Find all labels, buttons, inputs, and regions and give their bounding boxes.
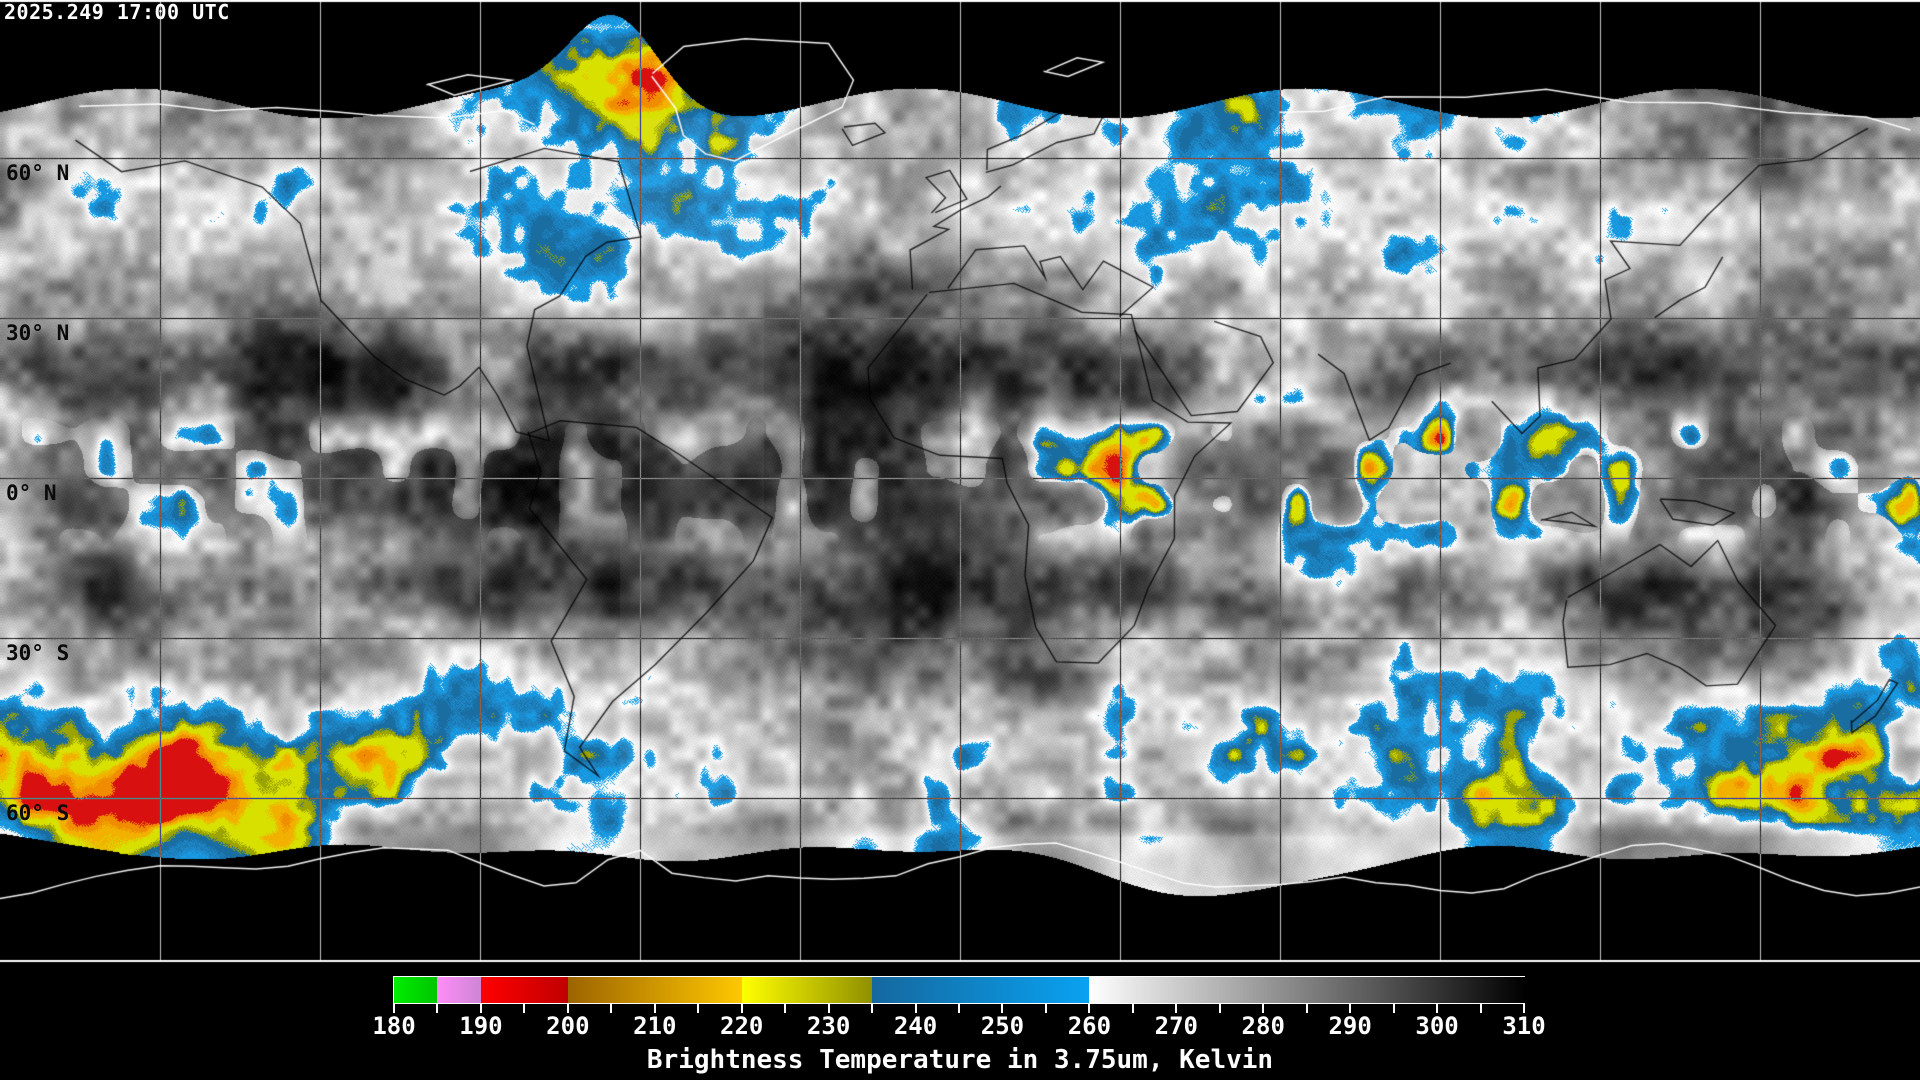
latitude-label-60n: 60° N xyxy=(6,161,70,185)
colorbar-tick-220 xyxy=(740,1004,743,1013)
colorbar-tick-label-310: 310 xyxy=(1502,1012,1546,1040)
colorbar-tick-255 xyxy=(1044,1004,1047,1013)
colorbar-segment-185-190 xyxy=(437,977,482,1003)
colorbar-tick-285 xyxy=(1305,1004,1308,1013)
colorbar-legend: 180 190 200 210 220 230 240 250 260 270 280 290 300 3… xyxy=(0,963,1920,1080)
colorbar-tick-270 xyxy=(1175,1004,1178,1013)
colorbar-segment-200-220 xyxy=(567,977,743,1003)
colorbar-tick-195 xyxy=(523,1004,526,1013)
colorbar-tick-label-230: 230 xyxy=(806,1012,851,1040)
colorbar-tick-180 xyxy=(393,1004,395,1013)
colorbar-tick-label-290: 290 xyxy=(1328,1012,1372,1040)
colorbar-segment-180-185 xyxy=(394,977,439,1003)
colorbar-tick-label-210: 210 xyxy=(633,1012,677,1040)
colorbar-tick-235 xyxy=(871,1004,874,1013)
latitude-label-0n: 0° N xyxy=(6,481,57,505)
colorbar-tick-300 xyxy=(1436,1004,1439,1013)
colorbar-tick-250 xyxy=(1001,1004,1004,1013)
colorbar-tick-305 xyxy=(1479,1004,1482,1013)
colorbar-tick-215 xyxy=(697,1004,700,1013)
colorbar-tick-label-220: 220 xyxy=(720,1012,764,1040)
colorbar-tick-label-250: 250 xyxy=(980,1012,1025,1040)
colorbar-tick-225 xyxy=(784,1004,787,1013)
colorbar-segment-260-310 xyxy=(1089,977,1525,1003)
colorbar-tick-295 xyxy=(1392,1004,1395,1013)
latitude-label-60s: 60° S xyxy=(6,801,70,825)
colorbar-tick-185 xyxy=(436,1004,439,1013)
colorbar-tick-190 xyxy=(479,1004,482,1013)
colorbar-tick-240 xyxy=(914,1004,917,1013)
colorbar-tick-label-240: 240 xyxy=(893,1012,938,1040)
colorbar-segment-190-200 xyxy=(480,977,569,1003)
colorbar-tick-label-190: 190 xyxy=(459,1012,503,1040)
legend-caption: Brightness Temperature in 3.75um, Kelvin xyxy=(646,1045,1274,1075)
colorbar-tick-245 xyxy=(958,1004,960,1013)
colorbar-tick-200 xyxy=(566,1004,569,1013)
colorbar-tick-265 xyxy=(1131,1004,1134,1013)
colorbar-tick-label-300: 300 xyxy=(1415,1012,1459,1040)
colorbar-tick-label-260: 260 xyxy=(1067,1012,1112,1040)
colorbar-tick-280 xyxy=(1262,1004,1265,1013)
colorbar-segment-220-235 xyxy=(741,977,873,1003)
colorbar-tick-260 xyxy=(1088,1004,1091,1013)
satellite-map: 2025.249 17:00 UTC 60° N 30° N 0° N 30° … xyxy=(0,0,1920,963)
latitude-label-30s: 30° S xyxy=(6,641,70,665)
colorbar-tick-205 xyxy=(610,1004,613,1013)
colorbar-tick-275 xyxy=(1218,1004,1221,1013)
colorbar-tick-label-200: 200 xyxy=(546,1012,590,1040)
colorbar-tick-230 xyxy=(827,1004,830,1013)
colorbar-tick-310 xyxy=(1523,1004,1525,1013)
colorbar-segment-235-260 xyxy=(872,977,1090,1003)
colorbar-tick-210 xyxy=(653,1004,656,1013)
colorbar-tick-290 xyxy=(1349,1004,1352,1013)
colorbar-tick-label-280: 280 xyxy=(1241,1012,1285,1040)
colorbar xyxy=(393,976,1525,1004)
colorbar-tick-label-180: 180 xyxy=(372,1012,416,1040)
satellite-imagery-canvas xyxy=(0,0,1920,963)
timestamp-label: 2025.249 17:00 UTC xyxy=(4,0,230,24)
colorbar-tick-label-270: 270 xyxy=(1154,1012,1198,1040)
latitude-label-30n: 30° N xyxy=(6,321,70,345)
